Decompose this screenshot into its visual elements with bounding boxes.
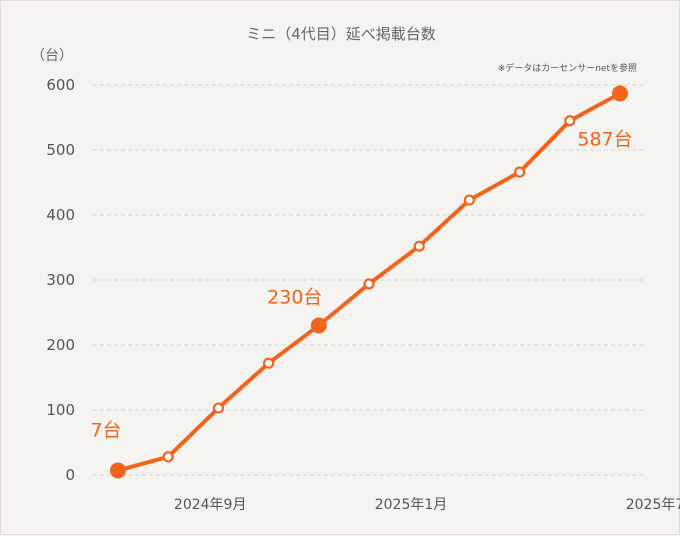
y-tick-label: 600 (46, 76, 75, 94)
data-point (413, 240, 425, 252)
x-tick-label: 2024年9月 (174, 497, 247, 513)
y-axis-unit: （台） (31, 48, 73, 64)
data-point (564, 115, 576, 127)
y-tick-label: 500 (46, 141, 75, 159)
data-point (463, 194, 475, 206)
highlight-point (110, 462, 126, 479)
data-point (162, 451, 174, 463)
data-source-note: ※データはカーセンサーnetを参照 (498, 62, 637, 74)
highlight-point (612, 85, 628, 102)
data-label: 587台 (577, 128, 632, 150)
y-tick-label: 200 (46, 336, 75, 354)
x-tick-label: 2025年1月 (375, 497, 448, 513)
data-label: 7台 (90, 419, 121, 441)
x-tick-label: 2025年7月 (626, 497, 680, 513)
data-point (363, 278, 375, 290)
y-tick-label: 300 (46, 271, 75, 289)
chart-title: ミニ（4代目）延べ掲載台数 (246, 25, 436, 43)
data-label: 230台 (267, 287, 322, 309)
data-point (212, 402, 224, 414)
data-point (263, 357, 275, 369)
highlight-point (310, 317, 327, 334)
data-point (513, 166, 526, 178)
y-tick-label: 100 (46, 401, 75, 419)
y-tick-label: 0 (65, 466, 75, 484)
y-tick-label: 400 (46, 206, 75, 224)
